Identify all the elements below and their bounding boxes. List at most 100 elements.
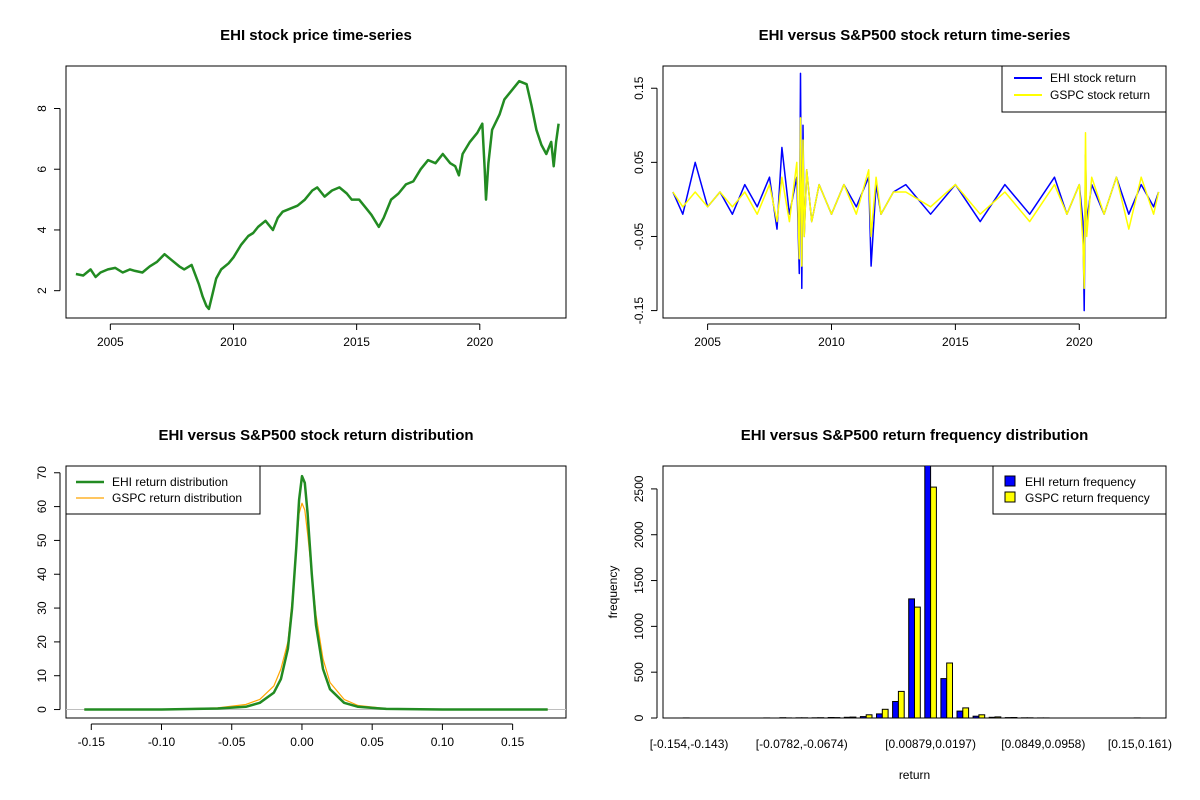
bars-group [682, 466, 1141, 718]
x-tick-label: -0.10 [148, 735, 176, 749]
series-group [66, 474, 566, 711]
x-tick-label: 0.00 [290, 735, 314, 749]
series-line-gspc-return [672, 117, 1160, 290]
chart-title: EHI versus S&P500 stock return time-seri… [759, 27, 1071, 44]
x-tick-label: 2010 [220, 335, 247, 349]
legend: EHI return frequency GSPC return frequenc… [992, 465, 1167, 515]
y-tick-label: 2 [35, 287, 49, 294]
x-axis: -0.15 -0.10 -0.05 0.00 0.05 0.10 0.15 [78, 723, 525, 749]
y-tick-label: -0.15 [632, 297, 646, 325]
x-tick-label: 0.10 [431, 735, 455, 749]
legend-label: GSPC return frequency [1025, 491, 1150, 505]
x-tick-label: 2005 [97, 335, 124, 349]
y-tick-label: 500 [632, 662, 646, 682]
series-group [75, 79, 560, 311]
y-tick-label: 50 [35, 533, 49, 547]
y-tick-label: 0.05 [632, 150, 646, 174]
legend-box [1001, 65, 1167, 113]
y-tick-label: 70 [35, 466, 49, 480]
y-axis: -0.15 -0.05 0.05 0.15 [632, 76, 658, 325]
chart-title: EHI versus S&P500 return frequency distr… [741, 427, 1089, 444]
series-group [672, 72, 1160, 312]
x-tick-label: 2015 [942, 335, 969, 349]
plot-frame [65, 465, 567, 719]
y-tick-label: 0 [35, 706, 49, 713]
bar-ehi [972, 715, 980, 718]
legend-box [992, 465, 1167, 515]
y-tick-label: 40 [35, 567, 49, 581]
bar-gspc [881, 708, 889, 718]
x-category-label: [-0.154,-0.143) [650, 737, 729, 751]
bar-ehi [843, 716, 851, 718]
series-line-ehi-density [84, 474, 548, 711]
x-tick-label: 0.05 [361, 735, 385, 749]
panel-returns: EHI versus S&P500 stock return time-seri… [632, 27, 1167, 349]
legend-label: EHI stock return [1050, 71, 1136, 85]
legend: EHI return distribution GSPC return distr… [65, 465, 261, 515]
x-axis-label: return [899, 768, 930, 782]
x-tick-label: -0.05 [218, 735, 246, 749]
chart-title: EHI versus S&P500 stock return distribut… [158, 427, 473, 444]
legend-swatch [1004, 475, 1016, 487]
y-tick-label: 30 [35, 601, 49, 615]
y-tick-label: 1000 [632, 613, 646, 640]
bar-ehi [827, 717, 835, 718]
bar-gspc [978, 714, 986, 718]
x-tick-label: 2010 [818, 335, 845, 349]
y-tick-label: 1500 [632, 567, 646, 594]
x-tick-label: 2005 [694, 335, 721, 349]
bar-ehi [940, 678, 948, 718]
y-tick-label: 2500 [632, 475, 646, 502]
chart-title: EHI stock price time-series [220, 27, 412, 44]
x-tick-label: 2015 [343, 335, 370, 349]
y-axis: 2 4 6 8 [35, 105, 61, 294]
legend-box [65, 465, 261, 515]
bar-gspc [865, 714, 873, 718]
bar-ehi [892, 701, 899, 718]
y-axis: 0 10 20 30 40 50 60 70 [35, 466, 61, 713]
plot-frame [65, 65, 567, 319]
x-category-label: [-0.0782,-0.0674) [756, 737, 848, 751]
legend-swatch [1004, 491, 1016, 503]
y-tick-label: 8 [35, 105, 49, 112]
bar-ehi [956, 710, 964, 718]
bar-ehi [924, 466, 932, 718]
legend-label: EHI return frequency [1025, 475, 1136, 489]
x-category-label: [0.0849,0.0958) [1001, 737, 1085, 751]
bar-gspc [994, 716, 1002, 718]
x-tick-label: -0.15 [78, 735, 106, 749]
legend: EHI stock return GSPC stock return [1001, 65, 1167, 113]
x-tick-label: 2020 [466, 335, 493, 349]
y-tick-label: 6 [35, 166, 49, 173]
y-tick-label: 0.15 [632, 76, 646, 100]
x-axis: 2005 2010 2015 2020 [694, 323, 1093, 349]
legend-label: EHI return distribution [112, 475, 228, 489]
x-category-label: [0.00879,0.0197) [885, 737, 976, 751]
bar-gspc [914, 606, 921, 718]
x-axis: 2005 2010 2015 2020 [97, 323, 493, 349]
plot-frame [662, 65, 1167, 319]
bar-ehi [988, 716, 996, 718]
y-axis: 0 500 1000 1500 2000 2500 [632, 475, 658, 721]
bar-ehi [876, 713, 883, 718]
y-tick-label: 2000 [632, 521, 646, 548]
y-tick-label: 0 [632, 714, 646, 721]
bar-gspc [849, 716, 857, 718]
x-category-label: [0.15,0.161) [1108, 737, 1172, 751]
series-line-gspc-density [84, 502, 548, 711]
x-axis: [-0.154,-0.143) [-0.0782,-0.0674) [0.00879… [650, 737, 1172, 751]
x-tick-label: 2020 [1066, 335, 1093, 349]
bar-ehi [859, 716, 867, 718]
panel-hist: EHI versus S&P500 return frequency distr… [606, 427, 1172, 782]
series-line-ehi-price [75, 79, 560, 311]
bar-ehi [908, 598, 916, 718]
y-axis-label: frequency [606, 566, 620, 619]
panel-density: EHI versus S&P500 stock return distribut… [35, 427, 567, 749]
bar-gspc [1010, 717, 1018, 718]
legend-label: GSPC return distribution [112, 491, 242, 505]
y-tick-label: 4 [35, 226, 49, 233]
y-tick-label: -0.05 [632, 222, 646, 250]
y-tick-label: 20 [35, 635, 49, 649]
